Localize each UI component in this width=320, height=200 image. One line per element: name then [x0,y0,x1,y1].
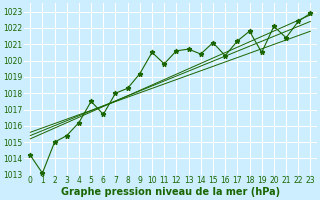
X-axis label: Graphe pression niveau de la mer (hPa): Graphe pression niveau de la mer (hPa) [61,187,280,197]
